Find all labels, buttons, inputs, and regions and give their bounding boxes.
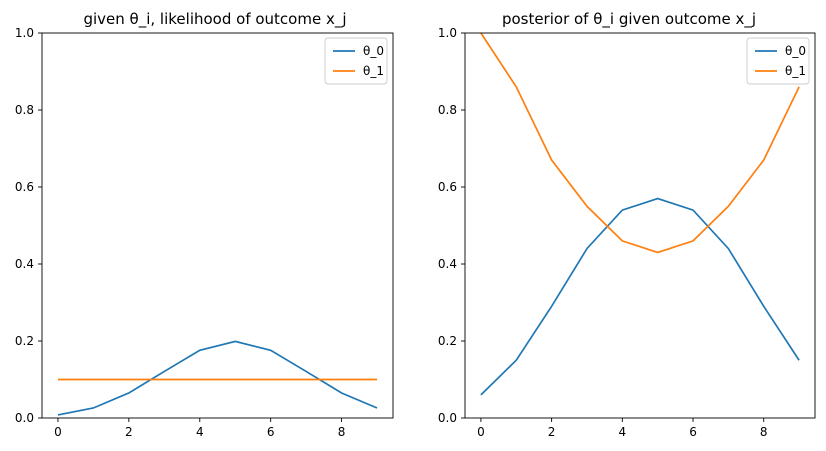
chart-left: given θ_i, likelihood of outcome x_j 0 2 4…: [15, 10, 394, 439]
chart-right-xtick-label-3: 6: [689, 425, 697, 439]
chart-right-xtick-label-0: 0: [477, 425, 485, 439]
chart-right-xtick-label-1: 2: [548, 425, 556, 439]
chart-left-ytick-label-5: 1.0: [15, 26, 34, 40]
chart-left-legend-box: [324, 37, 388, 85]
chart-left-legend-label-1: θ_1: [363, 64, 384, 78]
chart-left-xtick-label-1: 2: [125, 425, 133, 439]
chart-right-ytick-label-4: 0.8: [438, 103, 457, 117]
chart-left-axes-frame: [41, 32, 394, 419]
chart-left-series-0-line: [57, 340, 378, 416]
chart-right-ytick-label-2: 0.4: [438, 257, 457, 271]
chart-right-legend-label-1: θ_1: [785, 64, 806, 78]
chart-right-series-0-line: [480, 197, 800, 396]
chart-right-legend-box: [746, 37, 810, 85]
chart-right: posterior of θ_i given outcome x_j 0 2 4 6 8…: [438, 10, 816, 439]
chart-right-ytick-label-1: 0.2: [438, 334, 457, 348]
chart-right-series-1-line: [480, 32, 800, 254]
chart-right-xtick-label-4: 8: [760, 425, 768, 439]
chart-left-xtick-label-4: 8: [338, 425, 346, 439]
chart-left-ytick-label-1: 0.2: [15, 334, 34, 348]
chart-left-xtick-label-3: 6: [267, 425, 275, 439]
chart-left-ytick-label-3: 0.6: [15, 180, 34, 194]
chart-right-title: posterior of θ_i given outcome x_j: [502, 10, 756, 29]
chart-left-xtick-label-2: 4: [196, 425, 204, 439]
chart-left-ytick-label-0: 0.0: [15, 411, 34, 425]
chart-right-ytick-label-0: 0.0: [438, 411, 457, 425]
chart-right-legend-label-0: θ_0: [785, 44, 806, 58]
chart-left-title: given θ_i, likelihood of outcome x_j: [83, 10, 346, 29]
chart-right-ytick-label-3: 0.6: [438, 180, 457, 194]
chart-left-ytick-label-4: 0.8: [15, 103, 34, 117]
chart-right-axes-frame: [464, 32, 816, 419]
chart-left-xtick-label-0: 0: [54, 425, 62, 439]
chart-left-legend-label-0: θ_0: [363, 44, 384, 58]
chart-right-ytick-label-5: 1.0: [438, 26, 457, 40]
chart-left-ytick-label-2: 0.4: [15, 257, 34, 271]
chart-right-xtick-label-2: 4: [619, 425, 627, 439]
